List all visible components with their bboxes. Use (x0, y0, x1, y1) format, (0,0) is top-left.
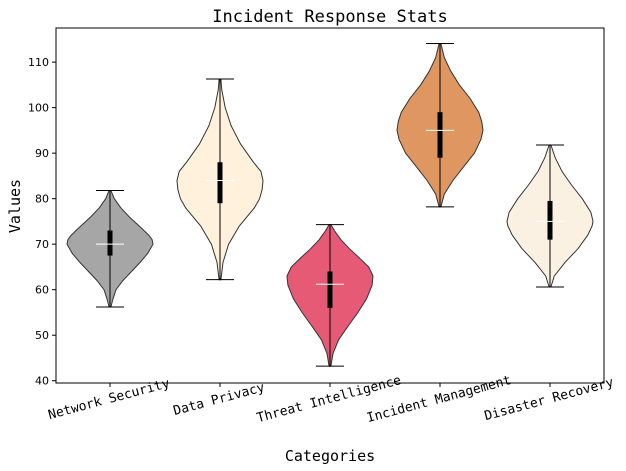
y-tick-label: 90 (35, 147, 49, 160)
iqr-box (327, 271, 333, 308)
violin-group (396, 42, 484, 208)
violin-group (506, 144, 594, 288)
y-tick-label: 70 (35, 238, 49, 251)
x-tick-label: Data Privacy (172, 380, 267, 419)
y-axis: 40 50 60 70 80 90 100 110 (28, 56, 56, 388)
x-axis-label: Categories (285, 447, 375, 465)
y-axis-label: Values (6, 179, 24, 233)
violin-group (66, 189, 154, 308)
iqr-box (437, 112, 443, 158)
violin-group (176, 78, 264, 281)
chart-title: Incident Response Stats (212, 7, 447, 27)
violin-group (286, 224, 374, 367)
y-tick-label: 60 (35, 284, 49, 297)
y-tick-label: 80 (35, 193, 49, 206)
y-tick-label: 50 (35, 329, 49, 342)
iqr-box (547, 200, 553, 240)
y-tick-label: 110 (28, 56, 49, 69)
y-tick-label: 100 (28, 102, 49, 115)
iqr-box (217, 162, 223, 204)
iqr-box (107, 230, 113, 256)
y-tick-label: 40 (35, 375, 49, 388)
